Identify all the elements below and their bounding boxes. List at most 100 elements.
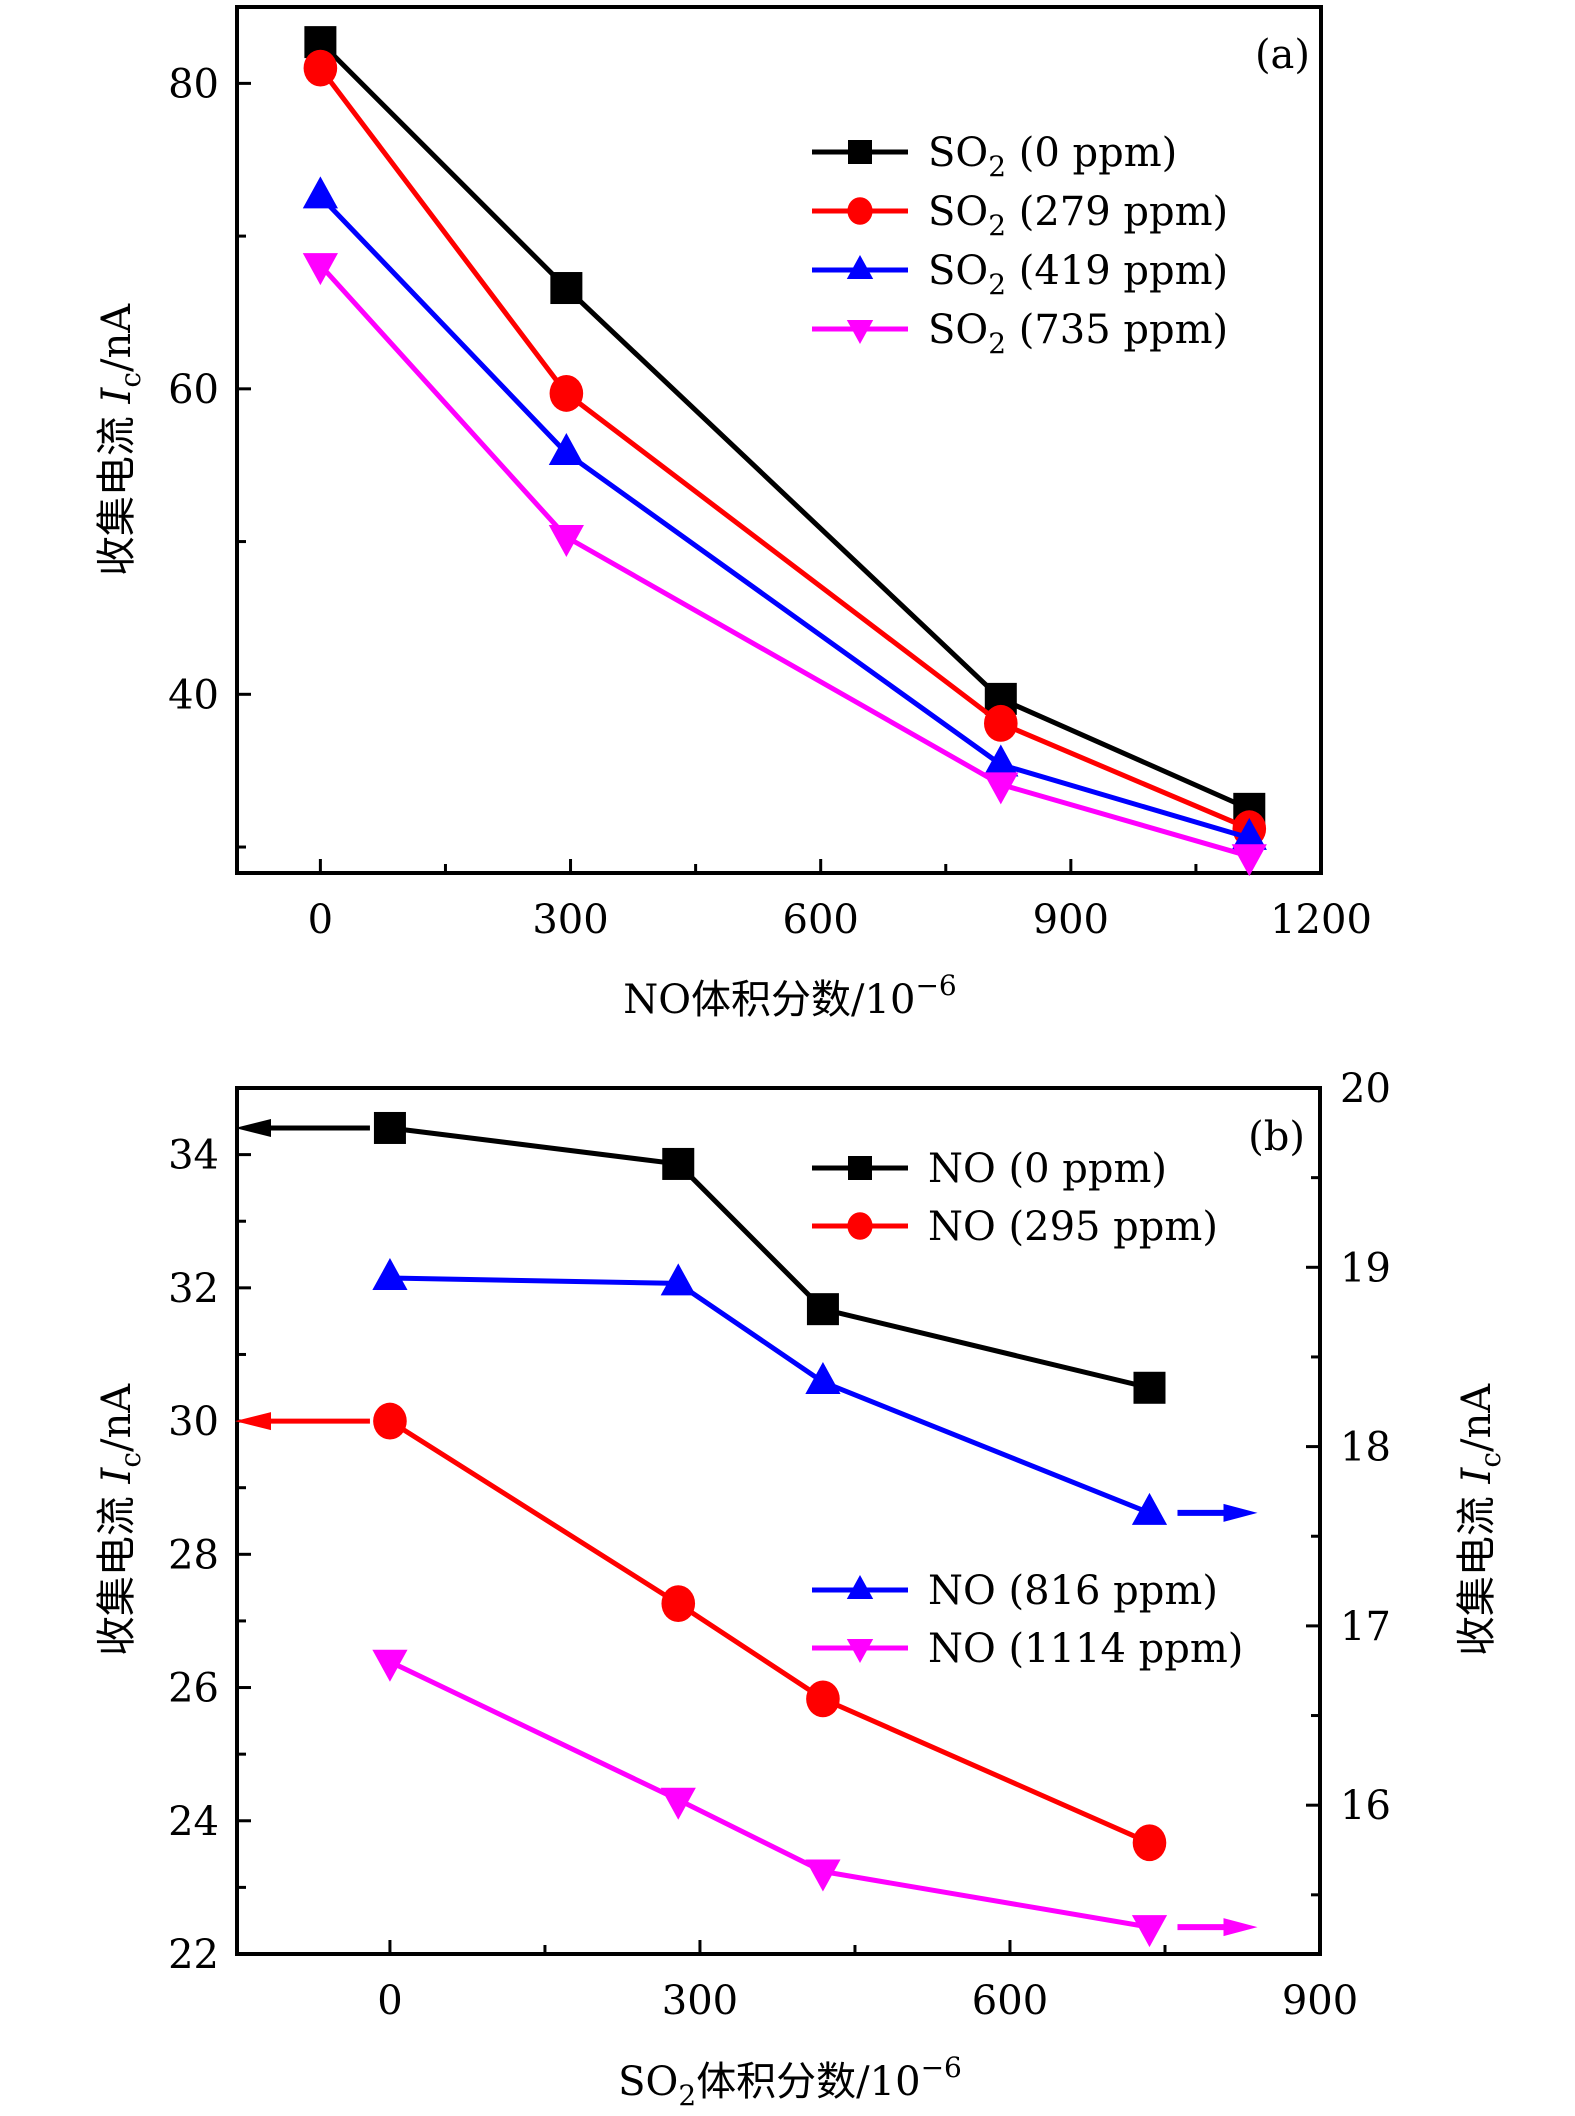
legend-label: NO (0 ppm) [928, 1146, 1167, 1192]
legend-marker [846, 1639, 874, 1663]
legend-label: NO (1114 ppm) [928, 1626, 1243, 1672]
a-ticks: 0 300 600 900 1200 40 60 80 [168, 61, 1372, 943]
legend-marker [848, 1156, 872, 1180]
data-point-marker [1231, 817, 1267, 850]
legend-marker [847, 197, 873, 225]
x-tick-label: 300 [532, 897, 608, 943]
data-point-marker [372, 1649, 408, 1682]
y-axis-title-b-right: 收集电流 Ic/nA [1454, 1383, 1507, 1656]
data-point-marker [549, 375, 584, 412]
series-so-735-ppm [302, 253, 1267, 877]
legend-item-so-279-ppm: SO2 (279 ppm) [812, 189, 1228, 242]
yb-title-sub: c [114, 1452, 147, 1468]
axis-arrow-right-head [1223, 1918, 1258, 1937]
series-no-295-ppm [373, 1402, 1167, 1862]
series-line [389, 1275, 1151, 1516]
y-title-sub: c [114, 372, 147, 388]
data-point-marker [373, 1402, 407, 1440]
series-so-419-ppm [302, 176, 1267, 850]
x-tick-label: 600 [783, 897, 859, 943]
data-point-marker [983, 744, 1019, 777]
legend-item-so-419-ppm: SO2 (419 ppm) [812, 248, 1228, 301]
series-line [318, 66, 1251, 832]
a-series [302, 26, 1267, 877]
panel-label-b: (b) [1248, 1114, 1305, 1160]
series-no-0-ppm [373, 1111, 1166, 1404]
legend-marker [846, 255, 874, 279]
data-point-marker [1231, 844, 1267, 877]
legend-label: SO2 (0 ppm) [928, 130, 1177, 183]
x-axis-title-a: NO体积分数/10−6 [623, 969, 956, 1023]
data-point-marker [660, 1787, 696, 1820]
series-line [388, 1418, 1151, 1846]
data-point-marker [373, 1111, 406, 1144]
legend-label: NO (816 ppm) [928, 1568, 1218, 1614]
data-point-marker [1131, 1915, 1168, 1948]
ybr-title-sub: c [1474, 1452, 1507, 1468]
x-tick-label: 900 [1282, 1978, 1358, 2024]
axis-arrow-left-head [235, 1412, 271, 1431]
data-point-marker [805, 1859, 841, 1892]
legend-marker [847, 1212, 873, 1240]
y-title-unit: /nA [94, 303, 140, 372]
series-line [318, 194, 1250, 841]
ybr-title-cn: 收集电流 [1454, 1483, 1500, 1656]
axis-arrow-right-head [1223, 1503, 1258, 1522]
legend-item-no-0-ppm: NO (0 ppm) [812, 1146, 1167, 1192]
y-right-tick-label: 17 [1340, 1604, 1391, 1650]
data-point-marker [806, 1680, 840, 1718]
plot-frame-b [235, 1086, 1322, 1956]
y-tick-label: 22 [168, 1932, 219, 1978]
panel-label-a: (a) [1255, 32, 1310, 78]
data-point-marker [302, 253, 338, 286]
data-point-marker [662, 1147, 695, 1180]
series-line [388, 1659, 1150, 1930]
series-line [389, 1125, 1151, 1391]
data-point-marker [302, 176, 338, 209]
y-tick-label: 34 [168, 1133, 219, 1179]
data-point-marker [372, 1258, 408, 1291]
legend-label: SO2 (735 ppm) [928, 307, 1228, 360]
data-point-marker [805, 1362, 841, 1395]
b-series [235, 1111, 1258, 1948]
y-tick-label: 26 [168, 1666, 219, 1712]
legend-marker [846, 1575, 874, 1599]
y-tick-label: 30 [168, 1399, 219, 1445]
yb-title-unit: /nA [94, 1383, 140, 1452]
x-tick-label: 0 [308, 897, 333, 943]
y-right-tick-label: 19 [1340, 1245, 1391, 1291]
data-point-marker [548, 524, 584, 557]
data-point-marker [660, 1263, 696, 1296]
y-title-I: I [94, 386, 140, 404]
series-line [318, 263, 1250, 859]
series-no-816-ppm [372, 1258, 1168, 1525]
b-ticks: 0 300 600 900 22 24 26 28 30 32 34 16 17 18 19 20 [168, 1066, 1391, 2024]
x-axis-title-a-main: NO体积分数/10 [623, 977, 915, 1023]
x-title-b-post: 体积分数/10 [696, 2059, 920, 2105]
axis-arrow-left-head [235, 1118, 271, 1137]
legend-label: SO2 (279 ppm) [928, 189, 1228, 242]
plot-frame-a [235, 5, 1323, 875]
y-tick-label: 24 [168, 1799, 219, 1845]
y-axis-title-b-left: 收集电流 Ic/nA [94, 1383, 147, 1656]
x-title-b-sub: 2 [678, 2079, 696, 2112]
y-tick-label: 32 [168, 1266, 219, 1312]
legend-item-so-735-ppm: SO2 (735 ppm) [812, 307, 1228, 360]
y-right-tick-label: 20 [1340, 1066, 1391, 1112]
y-title-cn: 收集电流 [94, 403, 140, 576]
x-axis-title-a-exp: −6 [915, 969, 956, 1002]
y-tick-label: 80 [168, 61, 219, 107]
series-so-0-ppm [304, 26, 1266, 825]
legend-marker [846, 320, 874, 344]
yb-title-cn: 收集电流 [94, 1483, 140, 1656]
y-right-tick-label: 16 [1340, 1783, 1391, 1829]
x-axis-title-b: SO2体积分数/10−6 [618, 2051, 962, 2112]
ybr-title-unit: /nA [1454, 1383, 1500, 1452]
data-point-marker [984, 704, 1018, 742]
data-point-marker [806, 1293, 839, 1326]
ybr-title-I: I [1454, 1466, 1500, 1484]
y-axis-title-a: 收集电流 Ic/nA [94, 303, 147, 576]
x-title-b-pre: SO [618, 2059, 678, 2105]
